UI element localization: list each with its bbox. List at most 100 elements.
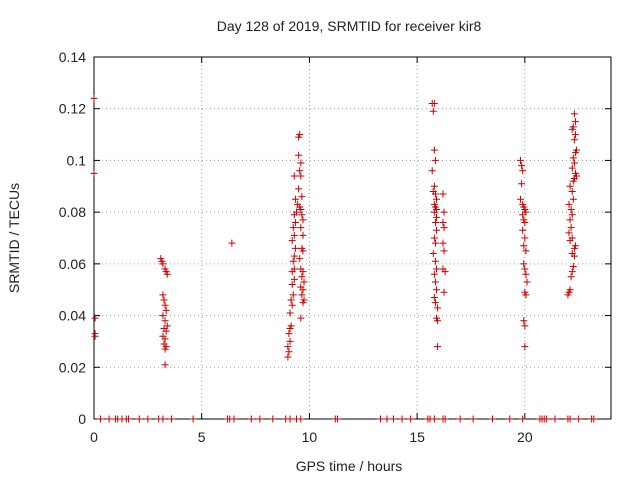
data-point [433, 265, 441, 273]
data-point [162, 327, 170, 335]
data-point [506, 415, 514, 423]
data-point [521, 343, 529, 351]
data-point [568, 234, 576, 242]
chart-title: Day 128 of 2019, SRMTID for receiver kir… [217, 18, 482, 34]
data-point [431, 190, 439, 198]
data-point [299, 299, 307, 307]
data-point [288, 301, 296, 309]
data-point [290, 265, 298, 273]
data-point [440, 224, 448, 232]
y-tick-label: 0.1 [67, 152, 87, 168]
y-tick-label: 0 [78, 411, 86, 427]
data-point [429, 107, 437, 115]
data-point [290, 275, 298, 283]
data-point [434, 317, 442, 325]
data-point [161, 361, 169, 369]
data-point [269, 415, 277, 423]
data-point [519, 226, 527, 234]
data-point [520, 242, 528, 250]
data-point [228, 239, 236, 247]
data-point [431, 257, 439, 265]
y-tick-label: 0.12 [59, 101, 86, 117]
data-point [469, 415, 477, 423]
x-axis-label: GPS time / hours [296, 458, 403, 474]
data-point [570, 110, 578, 118]
data-point [590, 415, 598, 423]
data-point [430, 182, 438, 190]
data-point [522, 291, 530, 299]
data-point [295, 185, 303, 193]
data-point [566, 415, 574, 423]
data-point [519, 167, 527, 175]
data-point [431, 278, 439, 286]
data-point [289, 257, 297, 265]
x-tick-label: 15 [409, 429, 425, 445]
data-point [289, 291, 297, 299]
data-point [441, 415, 449, 423]
data-point [430, 234, 438, 242]
data-point [521, 218, 529, 226]
data-point [298, 193, 306, 201]
data-point [285, 330, 293, 338]
data-point [161, 345, 169, 353]
data-point [377, 415, 385, 423]
data-point [299, 247, 307, 255]
data-point [298, 273, 306, 281]
data-point [296, 255, 304, 263]
data-point [521, 322, 529, 330]
data-point [434, 343, 442, 351]
data-point [383, 415, 391, 423]
data-point [433, 286, 441, 294]
data-point [517, 156, 525, 164]
x-tick-label: 0 [90, 429, 98, 445]
data-point [439, 218, 447, 226]
data-point [296, 167, 304, 175]
data-point [291, 195, 299, 203]
data-point [407, 415, 415, 423]
data-point [567, 206, 575, 214]
data-point [518, 180, 526, 188]
plot-frame [93, 56, 612, 420]
data-point [568, 211, 576, 219]
data-point [522, 208, 530, 216]
data-point [298, 211, 306, 219]
data-point [91, 332, 99, 340]
data-point [517, 195, 525, 203]
data-point [565, 229, 573, 237]
data-point [291, 218, 299, 226]
data-point [288, 237, 296, 245]
data-point [430, 146, 438, 154]
y-tick-label: 0.02 [59, 359, 86, 375]
data-point [439, 239, 447, 247]
data-point [161, 301, 169, 309]
data-point [159, 260, 167, 268]
data-point [569, 123, 577, 131]
data-point [105, 415, 113, 423]
data-point [542, 415, 550, 423]
data-point [297, 206, 305, 214]
data-point [520, 317, 528, 325]
data-point [520, 260, 528, 268]
data-point [430, 208, 438, 216]
data-points [90, 94, 598, 423]
data-point [287, 322, 295, 330]
data-point [566, 216, 574, 224]
data-point [434, 304, 442, 312]
data-point [569, 262, 577, 270]
data-point [333, 415, 341, 423]
data-point [299, 216, 307, 224]
data-point [551, 415, 559, 423]
data-point [230, 415, 238, 423]
data-point [290, 172, 298, 180]
data-point [433, 195, 441, 203]
data-point [428, 167, 436, 175]
x-tick-label: 10 [302, 429, 318, 445]
data-point [289, 224, 297, 232]
y-tick-label: 0.06 [59, 256, 86, 272]
data-point [398, 415, 406, 423]
data-point [284, 343, 292, 351]
data-point [297, 314, 305, 322]
data-point [568, 187, 576, 195]
data-point [286, 309, 294, 317]
